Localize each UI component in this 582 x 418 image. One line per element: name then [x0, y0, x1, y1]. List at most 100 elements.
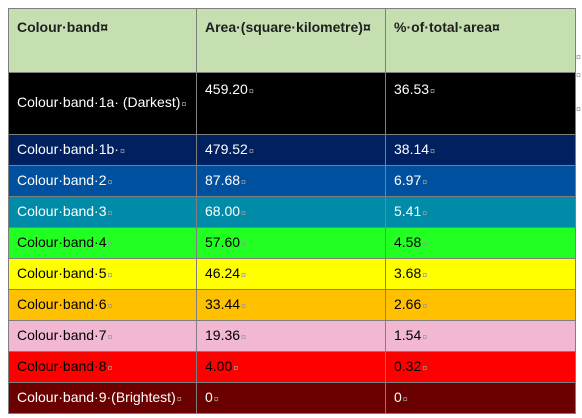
- cell-end-mark: ¤: [107, 269, 113, 280]
- cell-percent: 3.68¤: [385, 258, 576, 290]
- cell-percent: 36.53¤: [385, 72, 576, 135]
- cell-end-mark: ¤: [422, 207, 428, 218]
- cell-percent: 2.66¤: [385, 289, 576, 321]
- cell-end-mark: ¤: [422, 176, 428, 187]
- cell-end-mark: ¤: [107, 238, 113, 249]
- cell-area: 4.00¤: [196, 351, 386, 383]
- cell-end-mark: ¤: [107, 362, 113, 373]
- table-row: Colour·band·5¤ 46.24¤ 3.68¤: [8, 258, 576, 290]
- cell-area: 57.60¤: [196, 227, 386, 259]
- cell-percent: 38.14¤: [385, 134, 576, 166]
- table-row: Colour·band·8¤ 4.00¤ 0.32¤: [8, 351, 576, 383]
- cell-end-mark: ¤: [176, 393, 182, 404]
- area-value: 19.36: [205, 326, 241, 343]
- colour-band-table: Colour·band¤ Area·(square·kilometre)¤ %·…: [8, 8, 576, 414]
- percent-value: 4.58: [394, 233, 422, 250]
- cell-band: Colour·band·9·(Brightest)¤: [8, 382, 197, 414]
- percent-value: 0.32: [394, 357, 422, 374]
- percent-value: 6.97: [394, 171, 422, 188]
- area-value: 68.00: [205, 202, 241, 219]
- cell-band: Colour·band·1b·¤: [8, 134, 197, 166]
- cell-end-mark: ¤: [430, 145, 436, 156]
- area-value: 87.68: [205, 171, 241, 188]
- percent-value: 2.66: [394, 295, 422, 312]
- band-label: Colour·band·8: [17, 357, 107, 374]
- band-label: Colour·band·2: [17, 171, 107, 188]
- cell-end-mark: ¤: [248, 145, 254, 156]
- table-row: Colour·band·9·(Brightest)¤ 0¤ 0¤: [8, 382, 576, 414]
- band-label: Colour·band·4: [17, 233, 107, 250]
- band-label: Colour·band·3: [17, 202, 107, 219]
- cell-area: 479.52¤: [196, 134, 386, 166]
- row-end-mark: ¤: [575, 104, 581, 114]
- row-end-mark: ¤: [575, 52, 581, 62]
- area-value: 57.60: [205, 233, 241, 250]
- cell-end-mark: ¤: [119, 145, 125, 156]
- cell-percent: 1.54¤: [385, 320, 576, 352]
- cell-percent: 0.32¤: [385, 351, 576, 383]
- cell-percent: 6.97¤: [385, 165, 576, 197]
- cell-percent: 5.41¤: [385, 196, 576, 228]
- cell-area: 19.36¤: [196, 320, 386, 352]
- percent-value: 5.41: [394, 202, 422, 219]
- cell-end-mark: ¤: [422, 362, 428, 373]
- percent-value: 3.68: [394, 264, 422, 281]
- cell-band: Colour·band·6¤: [8, 289, 197, 321]
- percent-value: 1.54: [394, 326, 422, 343]
- cell-end-mark: ¤: [233, 362, 239, 373]
- cell-area: 33.44¤: [196, 289, 386, 321]
- cell-band: Colour·band·1a· (Darkest)¤: [8, 72, 197, 135]
- cell-end-mark: ¤: [107, 300, 113, 311]
- cell-end-mark: ¤: [241, 207, 247, 218]
- cell-end-mark: ¤: [241, 300, 247, 311]
- cell-end-mark: ¤: [107, 207, 113, 218]
- table-row: Colour·band·3¤ 68.00¤ 5.41¤: [8, 196, 576, 228]
- header-colour-band: Colour·band¤: [8, 8, 197, 73]
- cell-end-mark: ¤: [107, 331, 113, 342]
- cell-band: Colour·band·2¤: [8, 165, 197, 197]
- cell-end-mark: ¤: [241, 331, 247, 342]
- band-label: Colour·band·9·(Brightest): [17, 388, 176, 405]
- table-row: Colour·band·6¤ 33.44¤ 2.66¤: [8, 289, 576, 321]
- cell-band: Colour·band·4¤: [8, 227, 197, 259]
- cell-band: Colour·band·3¤: [8, 196, 197, 228]
- cell-area: 459.20¤: [196, 72, 386, 135]
- cell-band: Colour·band·8¤: [8, 351, 197, 383]
- band-label: Colour·band·5: [17, 264, 107, 281]
- cell-end-mark: ¤: [107, 176, 113, 187]
- cell-area: 46.24¤: [196, 258, 386, 290]
- table-row: Colour·band·4¤ 57.60¤ 4.58¤: [8, 227, 576, 259]
- cell-area: 0¤: [196, 382, 386, 414]
- header-percent: %·of·total·area¤: [385, 8, 576, 73]
- cell-end-mark: ¤: [241, 269, 247, 280]
- area-value: 4.00: [205, 357, 233, 374]
- percent-value: 0: [394, 388, 402, 405]
- cell-end-mark: ¤: [213, 393, 219, 404]
- cell-percent: 0¤: [385, 382, 576, 414]
- cell-end-mark: ¤: [422, 238, 428, 249]
- cell-end-mark: ¤: [241, 176, 247, 187]
- percent-value: 38.14: [394, 140, 430, 157]
- percent-value: 36.53: [394, 81, 430, 97]
- cell-end-mark: ¤: [181, 99, 187, 109]
- row-end-mark: ¤: [575, 70, 581, 80]
- cell-end-mark: ¤: [422, 300, 428, 311]
- table-row: Colour·band·2¤ 87.68¤ 6.97¤: [8, 165, 576, 197]
- cell-band: Colour·band·5¤: [8, 258, 197, 290]
- cell-end-mark: ¤: [402, 393, 408, 404]
- table-header-row: Colour·band¤ Area·(square·kilometre)¤ %·…: [8, 8, 576, 73]
- band-label: Colour·band·6: [17, 295, 107, 312]
- cell-area: 68.00¤: [196, 196, 386, 228]
- area-value: 33.44: [205, 295, 241, 312]
- cell-end-mark: ¤: [430, 86, 436, 96]
- band-label: Colour·band·1a· (Darkest): [17, 94, 181, 110]
- cell-area: 87.68¤: [196, 165, 386, 197]
- table-row: Colour·band·1b·¤ 479.52¤ 38.14¤: [8, 134, 576, 166]
- header-area: Area·(square·kilometre)¤: [196, 8, 386, 73]
- band-label: Colour·band·7: [17, 326, 107, 343]
- cell-end-mark: ¤: [422, 269, 428, 280]
- table-row: Colour·band·7¤ 19.36¤ 1.54¤: [8, 320, 576, 352]
- area-value: 479.52: [205, 140, 248, 157]
- cell-end-mark: ¤: [241, 238, 247, 249]
- table-row: Colour·band·1a· (Darkest)¤ 459.20¤ 36.53…: [8, 72, 576, 135]
